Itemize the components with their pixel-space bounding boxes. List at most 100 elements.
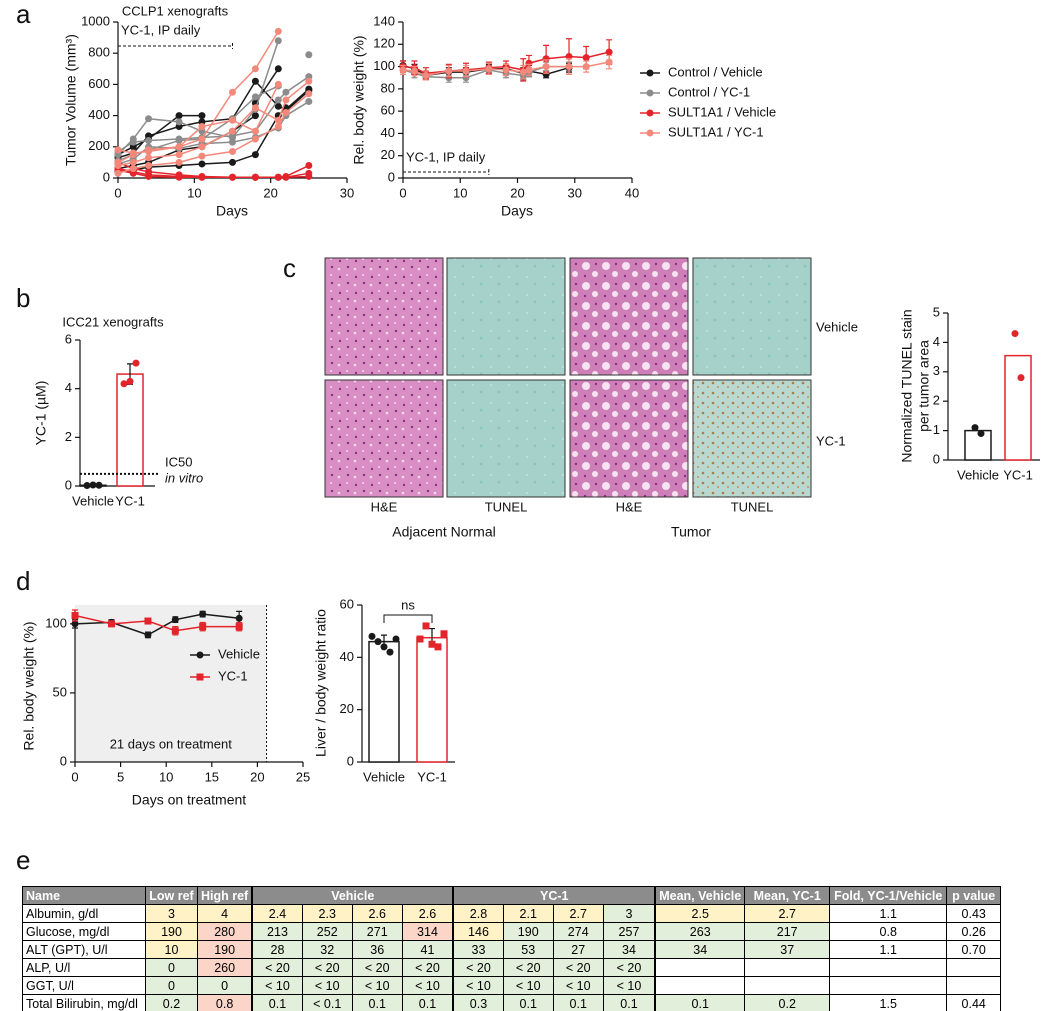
image [693,258,811,375]
marker [252,128,259,135]
table-cell: Fold, YC-1/Vehicle [830,887,947,905]
annotation: 21 days on treatment [110,736,233,751]
table-cell: 2.1 [503,905,553,923]
marker [423,622,430,629]
table-cell: 33 [453,941,503,959]
marker [411,68,418,75]
row-label: YC-1 [816,433,846,448]
marker [198,136,205,143]
table-cell: 0.1 [402,995,453,1011]
marker [130,165,137,172]
marker [375,638,382,645]
image-label: TUNEL [485,499,528,514]
marker [606,49,613,56]
y-axis-label: per tumor area [916,340,932,432]
table-cell: < 10 [553,977,603,995]
table-cell: < 20 [553,959,603,977]
marker [145,154,152,161]
group-label: Adjacent Normal [392,524,496,540]
marker [275,123,282,130]
marker [130,150,137,157]
table-cell: 0.1 [352,995,402,1011]
table-cell [830,959,947,977]
table-cell: 2.3 [302,905,352,923]
y-tick-label: 0 [347,753,354,768]
marker [275,28,282,35]
marker [647,90,654,97]
table-cell: < 10 [252,977,302,995]
table-cell: 1.1 [830,941,947,959]
x-axis-label: Days [216,203,248,219]
y-tick-label: 200 [88,138,110,153]
x-tick-label: Vehicle [363,769,405,784]
marker [144,631,151,638]
marker [583,63,590,70]
marker [275,65,282,72]
y-tick-label: 2 [65,429,72,444]
marker [176,137,183,144]
table-cell: 190 [503,923,553,941]
marker [485,65,492,72]
marker [115,146,122,153]
table-cell: < 20 [453,959,503,977]
image-label: TUNEL [731,499,774,514]
marker [525,66,532,73]
marker [282,174,289,181]
marker [145,173,152,180]
group-label: Tumor [671,524,711,540]
table-cell: Low ref [146,887,198,905]
x-tick-label: YC-1 [115,493,145,508]
marker [441,630,448,637]
table-cell: ALP, U/l [23,959,146,977]
image [570,380,688,497]
table-cell [745,977,830,995]
marker [252,174,259,181]
table-cell: < 10 [603,977,655,995]
marker [229,174,236,181]
y-tick-label: 600 [88,76,110,91]
marker [647,70,654,77]
table-cell [655,959,744,977]
x-tick-label: 0 [399,185,406,200]
table-cell: < 20 [252,959,302,977]
y-axis-label: Liver / body weight ratio [313,609,329,757]
x-tick-label: YC-1 [1003,467,1033,482]
marker [176,143,183,150]
marker [462,68,469,75]
marker [435,643,442,650]
histology-images: H&E TUNEL H&E TUNEL Adjacent Normal Tumo… [325,258,858,540]
marker [305,173,312,180]
panel-label: a [16,0,31,29]
treatment-bracket [118,43,233,49]
header-row: NameLow refHigh refVehicleYC-1Mean, Vehi… [23,887,1001,905]
table-cell: 2.7 [553,905,603,923]
marker [176,112,183,119]
table-cell: 2.7 [745,905,830,923]
panel-label: c [283,253,296,283]
marker [176,174,183,181]
marker [145,148,152,155]
table-cell [655,977,744,995]
y-axis-label: Rel. body weight (%) [21,621,37,750]
table-cell: 3 [603,905,655,923]
legend-label: Control / YC-1 [668,84,750,99]
legend-label: Vehicle [218,646,260,661]
y-tick-label: 50 [53,684,67,699]
table-cell: < 20 [352,959,402,977]
y-tick-label: 2 [933,393,940,408]
table-cell: ALT (GPT), U/l [23,941,146,959]
marker [127,378,134,385]
marker [543,63,550,70]
marker [229,117,236,124]
table-cell: 0.2 [745,995,830,1011]
marker [282,97,289,104]
marker [275,81,282,88]
table-row: Glucose, mg/dl19028021325227131414619027… [23,923,1001,941]
marker [503,66,510,73]
y-tick-label: 1000 [81,13,110,28]
reference-sublabel: in vitro [165,470,203,485]
marker [252,78,259,85]
table-cell: 0.2 [146,995,198,1011]
